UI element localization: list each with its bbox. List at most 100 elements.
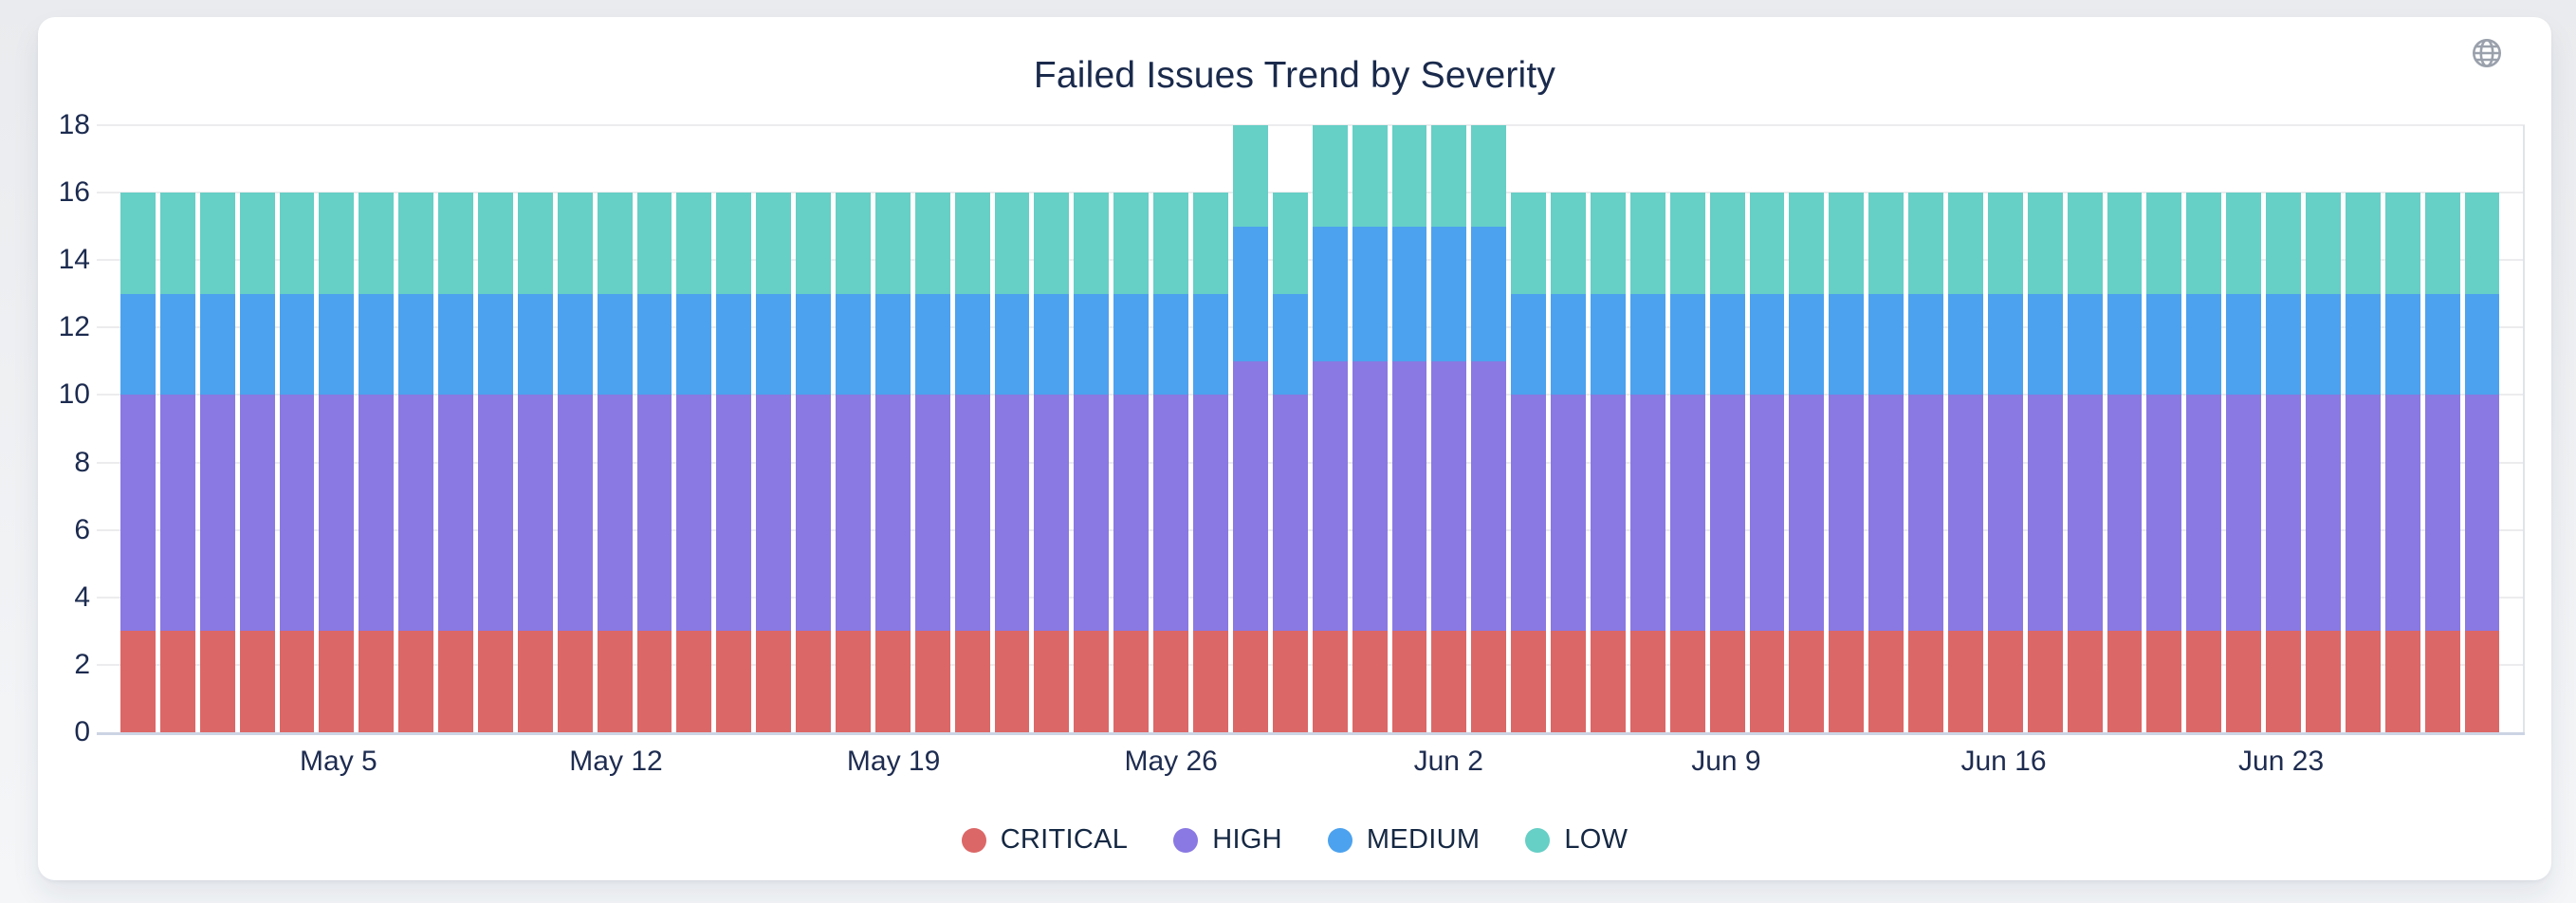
bar-stack[interactable] xyxy=(517,125,553,732)
bar-segment-low xyxy=(716,193,752,294)
bar-stack[interactable] xyxy=(597,125,633,732)
bar-stack[interactable] xyxy=(2384,125,2420,732)
bar-segment-low xyxy=(1113,193,1150,294)
bar-stack[interactable] xyxy=(1193,125,1228,732)
bar-stack[interactable] xyxy=(1312,125,1348,732)
bar-stack[interactable] xyxy=(1431,125,1467,732)
bar-stack[interactable] xyxy=(1947,125,1983,732)
bar-stack[interactable] xyxy=(1153,125,1189,732)
bar-segment-high xyxy=(914,395,950,632)
bar-stack[interactable] xyxy=(1590,125,1626,732)
bar-stack[interactable] xyxy=(636,125,672,732)
bar-stack[interactable] xyxy=(1232,125,1268,732)
bar-segment-high xyxy=(1709,395,1745,632)
bar-stack[interactable] xyxy=(1511,125,1547,732)
gridline xyxy=(97,461,2525,464)
bar-segment-low xyxy=(836,193,871,294)
bar-stack[interactable] xyxy=(914,125,950,732)
bar-stack[interactable] xyxy=(1749,125,1785,732)
chart-card: Failed Issues Trend by Severity 0 2 4 6 8 10 1… xyxy=(38,17,2551,880)
bar-segment-medium xyxy=(756,293,792,396)
bar-segment-low xyxy=(954,193,990,294)
bar-stack[interactable] xyxy=(1669,125,1705,732)
legend-dot xyxy=(1327,827,1352,853)
bar-stack[interactable] xyxy=(796,125,832,732)
bar-stack[interactable] xyxy=(994,125,1030,732)
bar-segment-medium xyxy=(1829,293,1865,396)
bar-segment-low xyxy=(1153,193,1189,294)
bar-stack[interactable] xyxy=(478,125,513,732)
bar-stack[interactable] xyxy=(1908,125,1943,732)
bar-segment-high xyxy=(398,395,434,632)
bars-container xyxy=(120,125,2500,732)
bar-segment-low xyxy=(2146,193,2182,294)
bar-segment-medium xyxy=(2464,293,2500,396)
bar-stack[interactable] xyxy=(557,125,593,732)
bar-stack[interactable] xyxy=(1829,125,1865,732)
bar-stack[interactable] xyxy=(2186,125,2222,732)
bar-stack[interactable] xyxy=(1113,125,1150,732)
bar-stack[interactable] xyxy=(2464,125,2500,732)
legend-label: MEDIUM xyxy=(1366,824,1481,855)
bar-stack[interactable] xyxy=(874,125,911,732)
bar-stack[interactable] xyxy=(1987,125,2023,732)
bar-stack[interactable] xyxy=(2226,125,2262,732)
legend-item-low[interactable]: LOW xyxy=(1525,824,1628,856)
bar-stack[interactable] xyxy=(319,125,355,732)
bar-segment-medium xyxy=(1272,293,1308,396)
bar-stack[interactable] xyxy=(359,125,395,732)
bar-segment-critical xyxy=(2146,631,2182,732)
bar-stack[interactable] xyxy=(2266,125,2301,732)
bar-stack[interactable] xyxy=(199,125,235,732)
bar-segment-high xyxy=(1629,395,1665,632)
bar-stack[interactable] xyxy=(438,125,474,732)
y-tick-label: 4 xyxy=(74,580,90,613)
bar-stack[interactable] xyxy=(120,125,156,732)
bar-stack[interactable] xyxy=(2345,125,2381,732)
bar-segment-high xyxy=(159,395,195,632)
bar-stack[interactable] xyxy=(1709,125,1745,732)
bar-stack[interactable] xyxy=(1629,125,1665,732)
bar-stack[interactable] xyxy=(1551,125,1586,732)
bar-stack[interactable] xyxy=(2067,125,2103,732)
bar-stack[interactable] xyxy=(2107,125,2143,732)
bar-stack[interactable] xyxy=(1789,125,1825,732)
bar-segment-high xyxy=(1551,395,1586,632)
bar-stack[interactable] xyxy=(1352,125,1388,732)
legend-item-critical[interactable]: CRITICAL xyxy=(961,824,1129,856)
globe-icon-button[interactable] xyxy=(2470,36,2504,70)
y-tick-label: 6 xyxy=(74,513,90,545)
bar-stack[interactable] xyxy=(1272,125,1308,732)
bar-stack[interactable] xyxy=(1471,125,1507,732)
bar-stack[interactable] xyxy=(676,125,712,732)
gridline-layer xyxy=(97,124,2525,732)
bar-segment-high xyxy=(676,395,712,632)
legend-item-high[interactable]: HIGH xyxy=(1173,824,1282,856)
gridline xyxy=(97,192,2525,194)
bar-stack[interactable] xyxy=(398,125,434,732)
bar-stack[interactable] xyxy=(279,125,315,732)
bar-stack[interactable] xyxy=(836,125,871,732)
bar-stack[interactable] xyxy=(716,125,752,732)
bar-stack[interactable] xyxy=(954,125,990,732)
bar-segment-high xyxy=(836,395,871,632)
bar-segment-high xyxy=(994,395,1030,632)
x-tick-label: May 12 xyxy=(569,746,663,777)
bar-segment-high xyxy=(120,395,156,632)
bar-stack[interactable] xyxy=(2305,125,2341,732)
bar-stack[interactable] xyxy=(1391,125,1427,732)
bar-stack[interactable] xyxy=(239,125,275,732)
bar-stack[interactable] xyxy=(2146,125,2182,732)
y-axis-labels: 0 2 4 6 8 10 12 14 16 18 xyxy=(38,111,90,746)
bar-stack[interactable] xyxy=(159,125,195,732)
bar-segment-high xyxy=(1391,360,1427,632)
bar-stack[interactable] xyxy=(1074,125,1110,732)
bar-stack[interactable] xyxy=(1868,125,1904,732)
legend-item-medium[interactable]: MEDIUM xyxy=(1327,824,1481,856)
bar-stack[interactable] xyxy=(1034,125,1070,732)
bar-stack[interactable] xyxy=(2424,125,2460,732)
bar-stack[interactable] xyxy=(756,125,792,732)
bar-stack[interactable] xyxy=(2027,125,2063,732)
bar-segment-low xyxy=(438,193,474,294)
bar-segment-medium xyxy=(2226,293,2262,396)
